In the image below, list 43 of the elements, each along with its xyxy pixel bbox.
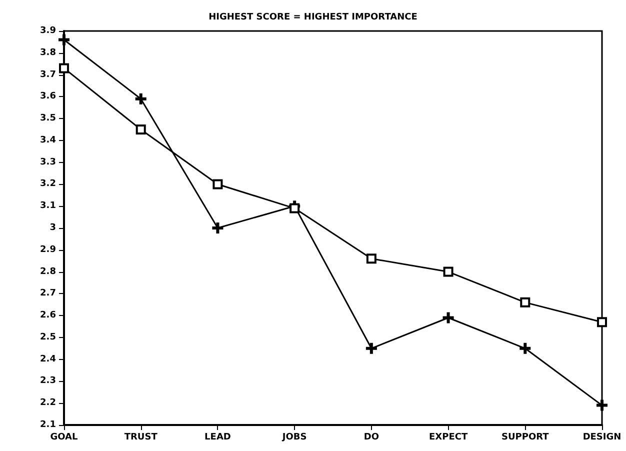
point	[59, 63, 69, 74]
y-tick-label: 3.9	[40, 26, 56, 36]
y-tick-label: 3.3	[40, 157, 56, 168]
y-tick-label: 3.2	[40, 179, 56, 190]
x-tick-label: TRUST	[124, 432, 158, 442]
point	[135, 93, 146, 104]
y-tick-label: 2.7	[40, 288, 56, 299]
point	[520, 297, 530, 308]
x-tick-label: LEAD	[204, 432, 231, 442]
point	[597, 317, 607, 328]
point	[520, 342, 531, 354]
y-tick-label: 2.3	[40, 376, 56, 386]
point	[443, 266, 454, 277]
x-tick-label: DO	[364, 432, 380, 442]
point	[290, 203, 300, 214]
y-tick-label: 2.4	[40, 354, 56, 364]
y-tick-label: 3.5	[40, 114, 56, 124]
y-tick-label: 2.2	[40, 398, 56, 408]
y-tick-label: 2.6	[40, 310, 56, 321]
point	[366, 254, 376, 264]
y-tick-label: 3.4	[40, 135, 56, 146]
x-tick-label: EXPECT	[428, 432, 468, 442]
point	[596, 400, 608, 411]
point	[212, 179, 223, 190]
y-tick-label: 2.1	[40, 420, 56, 430]
point	[212, 222, 224, 234]
y-tick-label: 3.8	[40, 48, 56, 58]
point	[442, 312, 454, 324]
x-tick-label: SUPPORT	[501, 432, 550, 442]
x-tick-label: JOBS	[281, 432, 307, 442]
y-tick-label: 2.5	[40, 332, 56, 342]
x-tick-label: DESIGN	[582, 432, 622, 442]
y-tick-label: 3.7	[40, 70, 56, 80]
y-tick-label: 3.6	[40, 92, 56, 102]
x-tick-label: GOAL	[50, 432, 78, 442]
chart-title: HIGHEST SCORE = HIGHEST IMPORTANCE	[208, 12, 418, 22]
y-tick-label: 2.9	[40, 244, 56, 255]
point	[58, 34, 70, 46]
point	[366, 342, 377, 354]
y-tick-label: 3	[50, 223, 56, 233]
y-tick-label: 2.8	[40, 266, 56, 277]
y-tick-label: 3.1	[40, 201, 56, 212]
point	[136, 124, 146, 134]
